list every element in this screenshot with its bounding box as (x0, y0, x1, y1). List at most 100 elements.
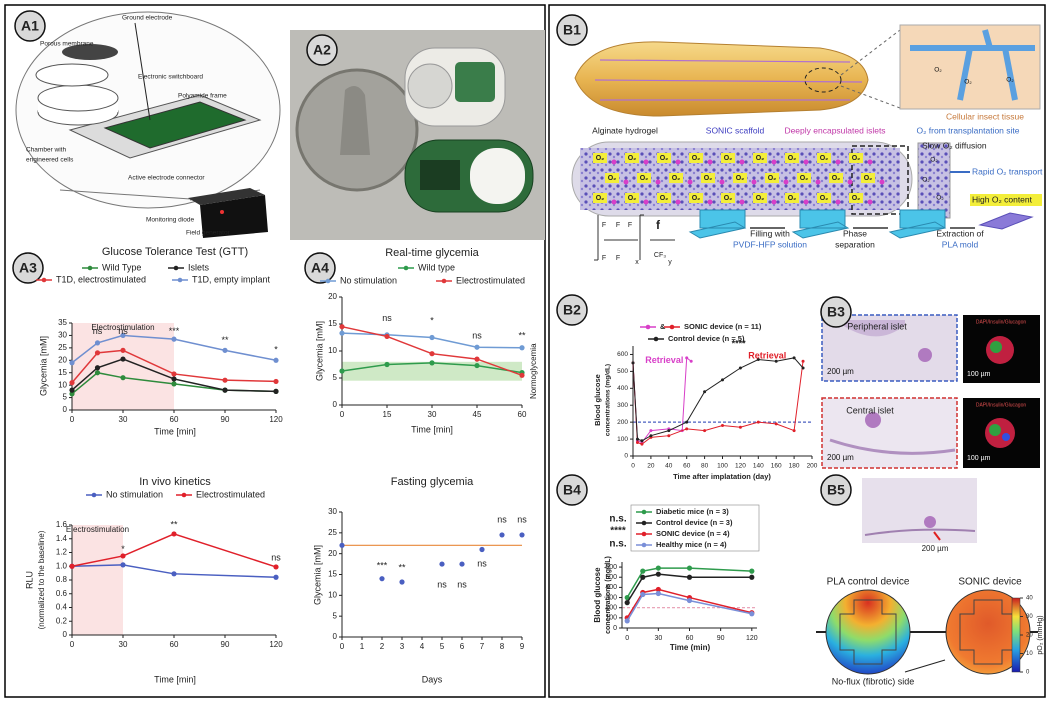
y-axis-label: concentrations (mg/dL) (605, 556, 612, 634)
data-point (624, 594, 630, 601)
x-tick-label: 8 (500, 642, 505, 651)
data-point (120, 356, 126, 362)
x-tick-label: 15 (383, 410, 392, 419)
x-tick-label: 160 (771, 463, 782, 470)
data-point (171, 371, 177, 377)
o2-bg (753, 153, 767, 163)
legend-marker (173, 265, 179, 271)
y-tick-label: 1.0 (56, 561, 68, 570)
legend-label: & (660, 322, 666, 331)
data-point (474, 356, 480, 362)
data-point (273, 378, 279, 385)
data-point (738, 425, 742, 429)
o2-label: O₂ (864, 175, 873, 182)
o2-bg (721, 193, 735, 203)
o2-bg (829, 173, 843, 183)
x-tick-label: 0 (340, 410, 345, 419)
series-line (71, 349, 277, 384)
o2-label: O₂ (756, 155, 765, 162)
data-point (686, 597, 693, 604)
panel-frame (548, 4, 1046, 698)
formula-text: F (602, 222, 606, 229)
data-point (689, 359, 693, 363)
islet (835, 159, 841, 165)
x-tick-label: 90 (221, 640, 230, 649)
o2-label: O₂ (628, 195, 637, 202)
o2-bg (625, 193, 639, 203)
islet (739, 199, 745, 205)
y-tick-label: 10 (58, 380, 67, 389)
o2-label: O₂ (820, 195, 829, 202)
data-point (635, 440, 639, 444)
micrograph-label: 200 µm (827, 367, 854, 376)
data-point (792, 356, 796, 360)
legend-marker (87, 265, 93, 271)
x-tick-label: 0 (70, 415, 75, 424)
o2-label: O₂ (704, 175, 713, 182)
x-tick-label: 90 (717, 635, 725, 642)
legend-marker (641, 520, 647, 526)
data-point (667, 429, 671, 433)
o2-bg (605, 173, 619, 183)
y-tick-label: 0.6 (56, 589, 68, 598)
o2-label: O₂ (672, 175, 681, 182)
y-tick-label: 15 (328, 570, 337, 579)
legend-label: No stimulation (106, 489, 163, 499)
x-tick-label: 30 (654, 635, 662, 642)
o2-bg (785, 153, 799, 163)
panel-label: B3 (827, 304, 845, 320)
formula-text: x (635, 259, 639, 266)
x-tick-label: 2 (380, 642, 385, 651)
x-tick-label: 1 (360, 642, 365, 651)
data-point (640, 568, 646, 574)
legend-marker (91, 492, 97, 498)
x-tick-label: 60 (170, 415, 179, 424)
islet (643, 159, 649, 165)
o2-bg (657, 153, 671, 163)
legend-label: Islets (188, 262, 210, 272)
formula-text: CF₃ (654, 252, 666, 259)
series-line (632, 361, 804, 445)
data-point (479, 546, 485, 553)
diagram-label: Filling with (750, 228, 790, 238)
x-tick-label: 20 (647, 463, 655, 470)
y-tick-label: 0 (63, 405, 68, 414)
y-axis-label: (normalized to the baseline) (37, 530, 46, 629)
diagram-label: separation (835, 239, 875, 249)
diagram-label: O₂ from transplantation site (917, 125, 1020, 135)
chart-title: In vivo kinetics (139, 476, 211, 488)
panel-badge (306, 34, 338, 66)
data-point (339, 324, 345, 330)
o2-bg (593, 193, 607, 203)
data-point (667, 434, 671, 438)
legend-marker (669, 324, 675, 330)
data-point (94, 370, 101, 376)
legend-label: Electrostimulated (196, 489, 265, 499)
islet (847, 179, 853, 185)
data-point (171, 336, 177, 342)
annotation: ns (437, 579, 447, 589)
callout-label: Porous membrane (40, 41, 94, 48)
islet (707, 199, 713, 205)
data-point (686, 565, 693, 571)
data-point (273, 564, 279, 570)
legend-marker (41, 277, 47, 283)
series-line (632, 357, 804, 442)
device-illustration (15, 11, 281, 238)
panel-badge (820, 474, 852, 506)
shade-label: Electrostimulation (91, 323, 154, 332)
data-point (649, 434, 653, 438)
legend-marker (641, 531, 647, 537)
diagram-label: Cellular insect tissue (946, 111, 1024, 121)
annotation: **** (732, 339, 747, 349)
islet (611, 159, 617, 165)
data-point (474, 362, 480, 369)
o2-label: O₂ (852, 195, 861, 202)
panel-label: B2 (563, 302, 581, 318)
x-tick-label: 6 (460, 642, 465, 651)
data-point (499, 532, 505, 538)
data-point (756, 420, 760, 424)
data-point (685, 420, 689, 424)
annotation: ns (477, 558, 487, 568)
formula-text: F (628, 222, 632, 229)
